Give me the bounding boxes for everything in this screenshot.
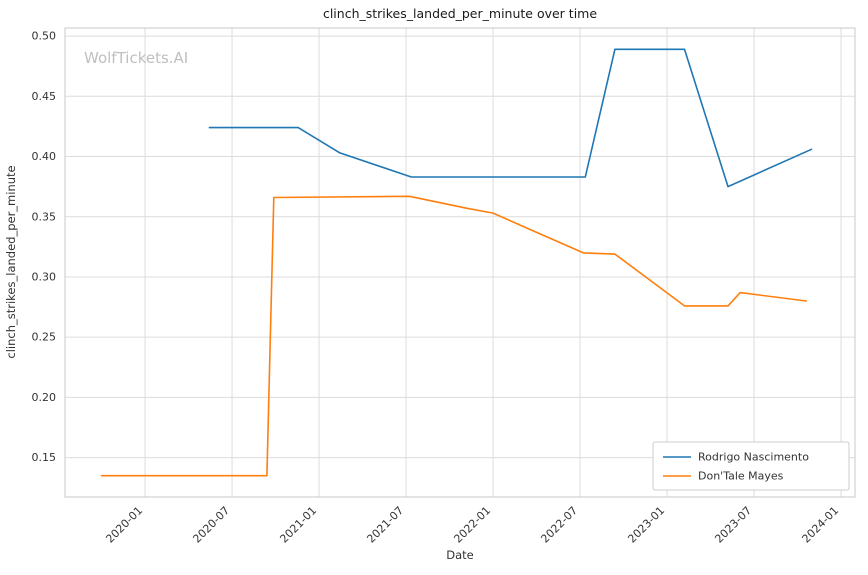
y-tick-label: 0.35 bbox=[32, 210, 57, 223]
plot-area: 0.15 0.20 0.25 0.30 0.35 0.40 0.45 0.50 2020-01 2… bbox=[32, 27, 856, 546]
y-tick-label: 0.15 bbox=[32, 451, 57, 464]
y-axis-label: clinch_strikes_landed_per_minute bbox=[4, 165, 18, 358]
y-tick-label: 0.25 bbox=[32, 331, 57, 344]
y-tick-label: 0.20 bbox=[32, 391, 57, 404]
x-tick-label: 2022-07 bbox=[538, 504, 580, 546]
x-tick-label: 2020-01 bbox=[103, 504, 145, 546]
y-tick-label: 0.50 bbox=[32, 30, 57, 43]
series-line-rodrigo-nascimento bbox=[208, 48, 813, 188]
x-tick-label: 2021-01 bbox=[277, 504, 319, 546]
x-tick-label: 2024-01 bbox=[800, 504, 842, 546]
y-tick-label: 0.45 bbox=[32, 90, 57, 103]
series-line-don-tale-mayes bbox=[100, 195, 808, 477]
chart-title: clinch_strikes_landed_per_minute over ti… bbox=[323, 6, 597, 21]
x-tick-label: 2020-07 bbox=[190, 504, 232, 546]
x-axis-label: Date bbox=[446, 548, 474, 562]
y-tick-label: 0.30 bbox=[32, 270, 57, 283]
plot-border bbox=[64, 27, 856, 498]
legend-box bbox=[652, 441, 850, 491]
x-tick-label: 2023-07 bbox=[712, 504, 754, 546]
x-tick-label: 2021-07 bbox=[364, 504, 406, 546]
legend-label: Rodrigo Nascimento bbox=[698, 451, 809, 464]
legend-label: Don'Tale Mayes bbox=[698, 470, 784, 483]
watermark: WolfTickets.AI bbox=[84, 49, 188, 67]
y-tick-label: 0.40 bbox=[32, 150, 57, 163]
x-tick-label: 2023-01 bbox=[625, 504, 667, 546]
x-tick-label: 2022-01 bbox=[451, 504, 493, 546]
